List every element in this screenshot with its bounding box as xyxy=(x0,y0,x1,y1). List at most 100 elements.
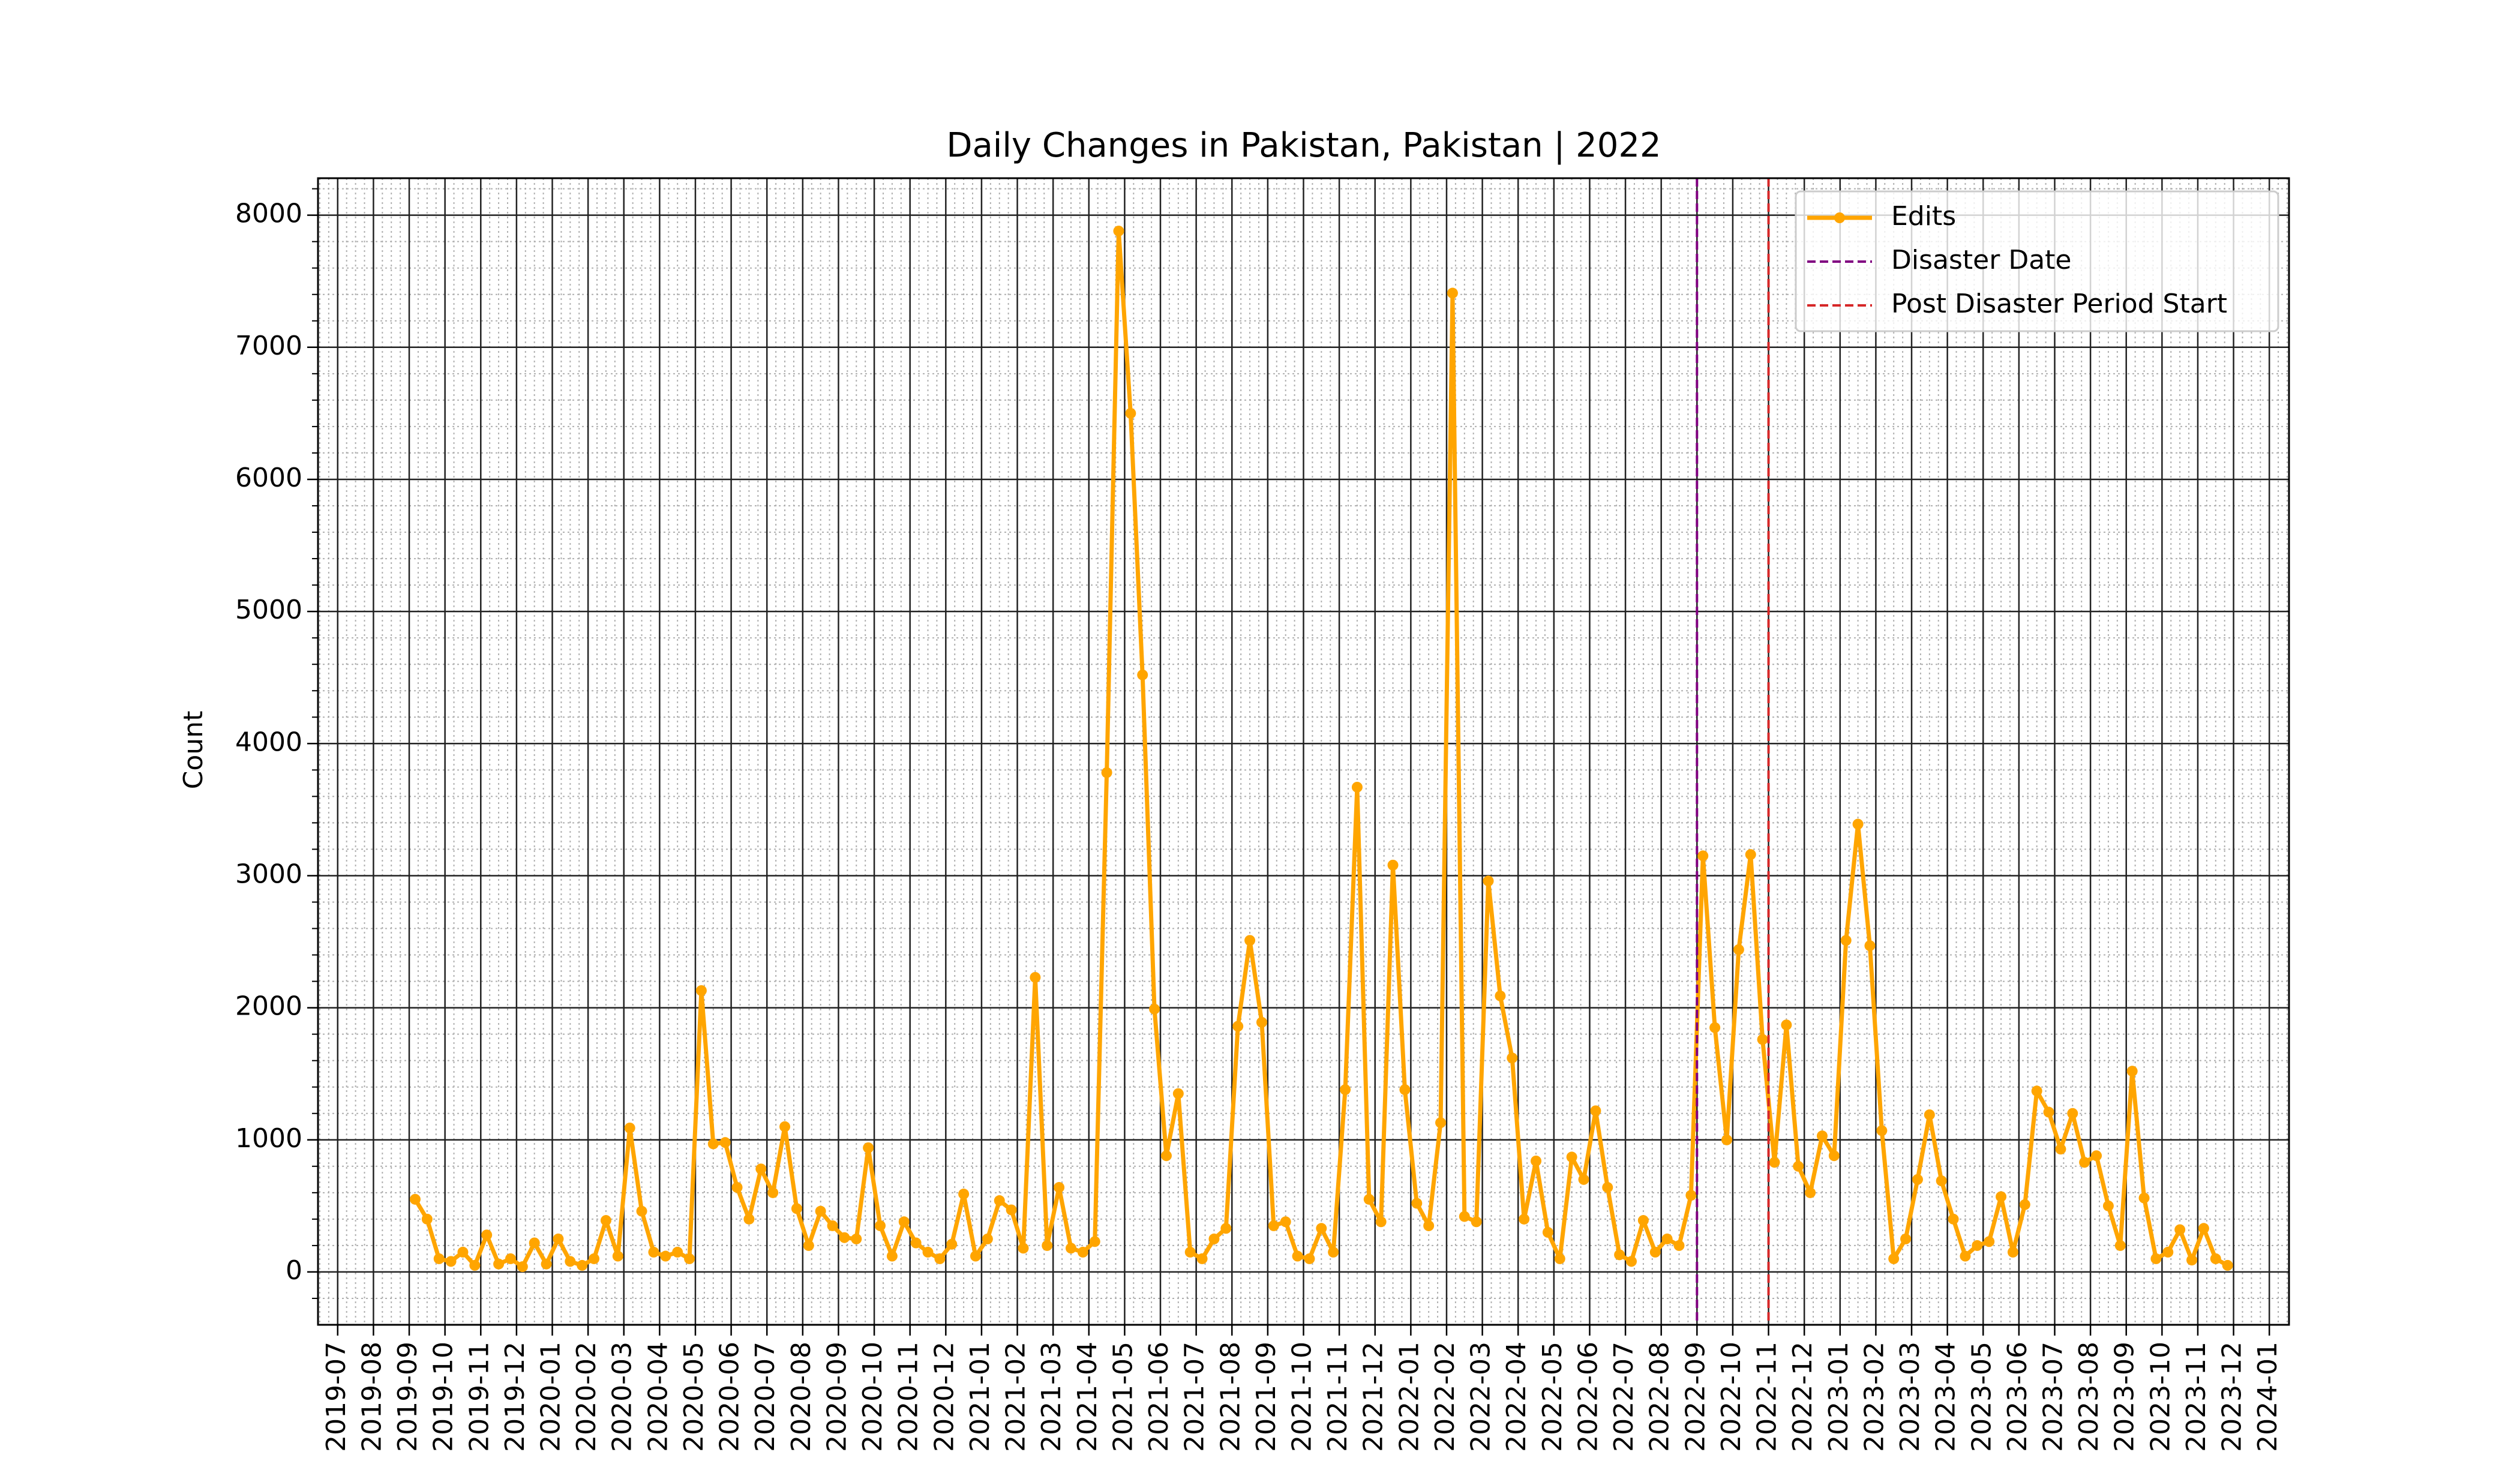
x-tick-label: 2020-07 xyxy=(750,1342,781,1452)
legend-label: Post Disaster Period Start xyxy=(1891,289,2227,319)
data-point xyxy=(1423,1220,1435,1231)
data-point xyxy=(1340,1084,1351,1096)
data-point xyxy=(1912,1174,1923,1185)
data-point xyxy=(1936,1175,1947,1187)
data-point xyxy=(910,1237,922,1249)
data-point xyxy=(1495,990,1506,1001)
data-point xyxy=(529,1237,540,1249)
x-tick-label: 2020-12 xyxy=(929,1342,959,1452)
x-tick-label: 2021-09 xyxy=(1251,1342,1282,1452)
data-point xyxy=(1375,1216,1387,1228)
data-point xyxy=(1733,944,1744,955)
x-tick-label: 2021-03 xyxy=(1036,1342,1067,1452)
data-point xyxy=(2198,1223,2209,1234)
data-point xyxy=(1244,935,1256,946)
y-tick-label: 0 xyxy=(286,1255,302,1286)
data-point xyxy=(433,1253,445,1264)
x-tick-label: 2022-01 xyxy=(1394,1342,1424,1452)
data-point xyxy=(1387,859,1399,871)
data-point xyxy=(1042,1240,1053,1251)
data-point xyxy=(1805,1187,1816,1198)
data-point xyxy=(1304,1253,1315,1264)
x-tick-label: 2023-07 xyxy=(2038,1342,2068,1452)
data-point xyxy=(2162,1246,2174,1258)
data-point xyxy=(457,1246,469,1258)
data-point xyxy=(1637,1215,1649,1226)
data-point xyxy=(505,1253,516,1264)
x-tick-label: 2023-03 xyxy=(1895,1342,1925,1452)
data-point xyxy=(863,1142,874,1153)
data-point xyxy=(589,1253,600,1264)
x-tick-label: 2023-04 xyxy=(1931,1342,1961,1452)
data-point xyxy=(827,1220,838,1231)
data-point xyxy=(1184,1246,1196,1258)
x-tick-label: 2020-05 xyxy=(679,1342,709,1452)
x-tick-label: 2019-12 xyxy=(500,1342,530,1452)
data-point xyxy=(1769,1157,1780,1168)
x-tick-label: 2021-06 xyxy=(1144,1342,1174,1452)
x-tick-label: 2022-07 xyxy=(1609,1342,1639,1452)
x-tick-label: 2021-01 xyxy=(965,1342,995,1452)
data-point xyxy=(1065,1243,1076,1254)
data-point xyxy=(1018,1243,1029,1254)
data-point xyxy=(421,1213,433,1225)
data-point xyxy=(970,1250,981,1262)
x-tick-label: 2023-08 xyxy=(2074,1342,2104,1452)
data-point xyxy=(1554,1253,1565,1264)
data-point xyxy=(922,1246,934,1258)
data-point xyxy=(1924,1109,1935,1120)
data-point xyxy=(707,1138,719,1150)
x-tick-label: 2020-02 xyxy=(571,1342,602,1452)
data-point xyxy=(1006,1204,1017,1216)
data-point xyxy=(481,1229,493,1241)
data-point xyxy=(565,1256,576,1267)
data-point xyxy=(1351,781,1363,793)
data-point xyxy=(672,1246,683,1258)
data-point xyxy=(517,1261,528,1273)
data-point xyxy=(1280,1216,1291,1228)
data-point xyxy=(1745,849,1756,860)
data-point xyxy=(695,985,707,996)
data-point xyxy=(684,1253,695,1264)
data-point xyxy=(1661,1233,1673,1244)
data-point xyxy=(1828,1150,1840,1162)
data-point xyxy=(1757,1034,1768,1045)
data-point xyxy=(2067,1108,2078,1119)
y-tick-label: 7000 xyxy=(235,331,302,361)
data-point xyxy=(743,1213,755,1225)
y-tick-label: 6000 xyxy=(235,463,302,493)
x-tick-label: 2022-04 xyxy=(1501,1342,1532,1452)
data-point xyxy=(493,1258,505,1270)
x-tick-label: 2019-08 xyxy=(356,1342,387,1452)
data-point xyxy=(2091,1150,2102,1162)
x-tick-label: 2021-11 xyxy=(1322,1342,1353,1452)
data-point xyxy=(851,1233,862,1244)
data-point xyxy=(2126,1066,2138,1077)
x-tick-label: 2023-01 xyxy=(1823,1342,1854,1452)
x-tick-label: 2022-12 xyxy=(1787,1342,1818,1452)
data-point xyxy=(791,1203,802,1214)
data-point xyxy=(958,1189,970,1200)
x-tick-label: 2020-09 xyxy=(821,1342,852,1452)
x-tick-label: 2021-07 xyxy=(1180,1342,1210,1452)
data-point xyxy=(600,1215,611,1226)
data-point xyxy=(1602,1182,1613,1193)
data-point xyxy=(1363,1193,1375,1205)
y-tick-label: 8000 xyxy=(235,199,302,229)
data-point xyxy=(1459,1211,1470,1222)
data-point xyxy=(1781,1019,1792,1031)
data-point xyxy=(1471,1216,1482,1228)
x-tick-label: 2022-02 xyxy=(1430,1342,1460,1452)
x-tick-label: 2021-02 xyxy=(1001,1342,1031,1452)
data-point xyxy=(1709,1022,1721,1033)
data-point xyxy=(1649,1246,1661,1258)
data-point xyxy=(875,1220,886,1231)
data-point xyxy=(469,1259,481,1271)
data-point xyxy=(577,1259,588,1271)
data-point xyxy=(755,1163,767,1175)
x-tick-label: 2019-10 xyxy=(428,1342,459,1452)
data-point xyxy=(1900,1233,1912,1244)
data-point xyxy=(1984,1236,1995,1247)
data-point xyxy=(636,1205,647,1217)
